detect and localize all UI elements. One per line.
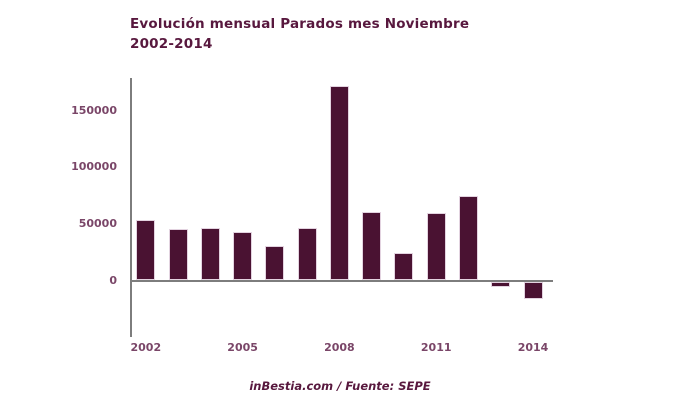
bar-2010 xyxy=(394,252,414,280)
x-tick-label: 2014 xyxy=(517,341,549,354)
bar-2003 xyxy=(168,229,188,280)
bar-2013 xyxy=(491,282,511,287)
x-tick-label: 2011 xyxy=(420,341,452,354)
x-tick-label: 2005 xyxy=(227,341,258,354)
bar-2002 xyxy=(136,220,156,280)
bar-2014 xyxy=(523,282,543,300)
y-tick-label: 50000 xyxy=(78,217,117,231)
chart-title: Evolución mensual Parados mes Noviembre … xyxy=(130,14,469,54)
y-tick-label: 150000 xyxy=(71,103,117,117)
bar-2004 xyxy=(200,228,220,280)
x-axis-line xyxy=(130,280,553,282)
y-tick-label: 100000 xyxy=(71,160,117,174)
bar-2007 xyxy=(297,228,317,280)
source-caption: inBestia.com / Fuente: SEPE xyxy=(249,379,431,393)
bar-2008 xyxy=(329,85,349,280)
chart-title-line2: 2002-2014 xyxy=(130,36,213,52)
bar-2012 xyxy=(459,195,478,280)
bar-2006 xyxy=(265,246,285,280)
y-axis-line xyxy=(130,78,132,337)
bar-2011 xyxy=(426,212,446,280)
x-tick-label: 2002 xyxy=(130,341,162,354)
x-tick-label: 2008 xyxy=(324,341,355,354)
bar-2009 xyxy=(362,211,382,280)
bar-2005 xyxy=(233,232,253,280)
y-tick-label: 0 xyxy=(109,274,117,287)
chart-title-line1: Evolución mensual Parados mes Noviembre xyxy=(130,16,470,32)
